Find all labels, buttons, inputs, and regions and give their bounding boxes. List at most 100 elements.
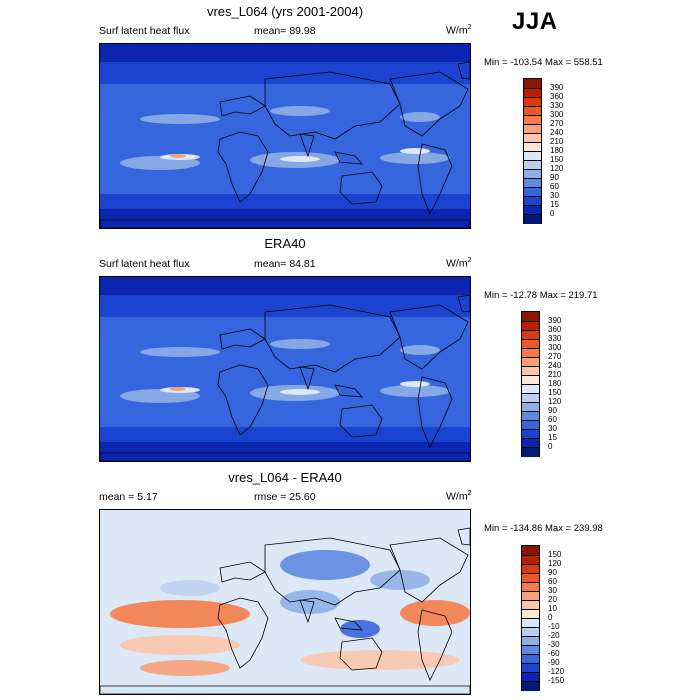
colorbar-swatch [524, 79, 541, 89]
colorbar-swatch [522, 546, 539, 556]
colorbar-label: 360 [548, 324, 562, 334]
coastline [339, 637, 383, 671]
panel-3-mean-label: mean = 5.17 [99, 491, 158, 503]
colorbar-separator [522, 365, 539, 367]
colorbar-swatch [522, 600, 539, 610]
panel-2-minmax: Min = -12.78 Max = 219.71 [484, 290, 598, 301]
colorbar-swatch [522, 447, 539, 457]
colorbar-label: 180 [548, 378, 562, 388]
colorbar-swatch [524, 124, 541, 134]
colorbar-swatch [522, 330, 539, 340]
coastline [264, 304, 401, 373]
colorbar-swatch [524, 214, 541, 224]
colorbar-separator [522, 383, 539, 385]
colorbar-swatch [522, 573, 539, 583]
colorbar-label: -90 [548, 657, 560, 667]
colorbar-swatch [524, 196, 541, 206]
colorbar-separator [522, 554, 539, 556]
coastline [100, 219, 470, 228]
colorbar-swatch [522, 393, 539, 403]
colorbar-separator [522, 329, 539, 331]
coastline [299, 366, 315, 391]
coastline [334, 384, 363, 398]
colorbar-label: 90 [548, 567, 557, 577]
colorbar-separator [522, 572, 539, 574]
colorbar-label: 150 [548, 387, 562, 397]
colorbar-swatch [524, 160, 541, 170]
coastline [219, 561, 266, 583]
colorbar-swatch [522, 627, 539, 637]
coastline [299, 133, 315, 158]
panel-1-units: W/m2 [446, 24, 472, 37]
colorbar-label: 120 [550, 163, 564, 173]
colorbar-separator [522, 671, 539, 673]
colorbar-swatch [522, 618, 539, 628]
colorbar-label: 240 [550, 127, 564, 137]
panel-1-colorbar: 390 360 330 300 270 240 210 180 150 120 90 60 30 15 0 [523, 78, 563, 224]
colorbar-separator [522, 662, 539, 664]
colorbar-swatch [524, 187, 541, 197]
colorbar-separator [524, 177, 541, 179]
panel-1-left-label: Surf latent heat flux [99, 25, 190, 37]
colorbar-label: 90 [550, 172, 559, 182]
coastline [219, 95, 266, 117]
colorbar-swatch [522, 591, 539, 601]
colorbar-separator [524, 150, 541, 152]
colorbar-swatch [522, 564, 539, 574]
colorbar-label: -150 [548, 675, 565, 685]
colorbar-label: 0 [550, 208, 555, 218]
panel-2-units: W/m2 [446, 257, 472, 270]
colorbar-separator [522, 680, 539, 682]
panel-3-rmse-label: rmse = 25.60 [254, 491, 316, 503]
coastline [264, 71, 401, 140]
colorbar-separator [524, 87, 541, 89]
colorbar-swatch [522, 654, 539, 664]
colorbar-swatch [522, 375, 539, 385]
colorbar-label: 390 [550, 82, 564, 92]
panel-3-minmax: Min = -134.86 Max = 239.98 [484, 523, 603, 534]
colorbar-separator [522, 644, 539, 646]
colorbar-separator [522, 374, 539, 376]
colorbar-swatch [522, 609, 539, 619]
colorbar-separator [522, 437, 539, 439]
colorbar-swatch [524, 88, 541, 98]
colorbar-label: 30 [550, 190, 559, 200]
colorbar-swatch [522, 357, 539, 367]
colorbar-swatch [522, 339, 539, 349]
colorbar-separator [522, 635, 539, 637]
panel-2-title: ERA40 [264, 236, 306, 251]
colorbar-separator [522, 563, 539, 565]
colorbar-label: 210 [548, 369, 562, 379]
colorbar-separator [524, 132, 541, 134]
colorbar-swatch [522, 312, 539, 322]
colorbar-separator [522, 428, 539, 430]
colorbar-label: 150 [548, 549, 562, 559]
coastline [100, 685, 470, 694]
colorbar-separator [522, 392, 539, 394]
colorbar-label: 0 [548, 441, 553, 451]
colorbar-separator [524, 186, 541, 188]
colorbar-swatch [522, 384, 539, 394]
coastline [100, 452, 470, 461]
colorbar-swatch [522, 321, 539, 331]
colorbar-swatch [522, 420, 539, 430]
colorbar-separator [522, 320, 539, 322]
colorbar-label: 15 [548, 432, 557, 442]
colorbar-swatch [522, 663, 539, 673]
colorbar-separator [522, 419, 539, 421]
colorbar-separator [522, 347, 539, 349]
colorbar-separator [522, 338, 539, 340]
coastline [217, 131, 269, 203]
colorbar-separator [524, 195, 541, 197]
colorbar-label: 390 [548, 315, 562, 325]
colorbar-label: 330 [550, 100, 564, 110]
colorbar-swatch [524, 115, 541, 125]
panel-1-minmax: Min = -103.54 Max = 558.51 [484, 57, 603, 68]
colorbar-swatch [522, 411, 539, 421]
colorbar-swatch [524, 205, 541, 215]
colorbar-separator [522, 581, 539, 583]
colorbar-label: 120 [548, 558, 562, 568]
colorbar-label: -120 [548, 666, 565, 676]
coastline [334, 151, 363, 165]
colorbar-label: 90 [548, 405, 557, 415]
